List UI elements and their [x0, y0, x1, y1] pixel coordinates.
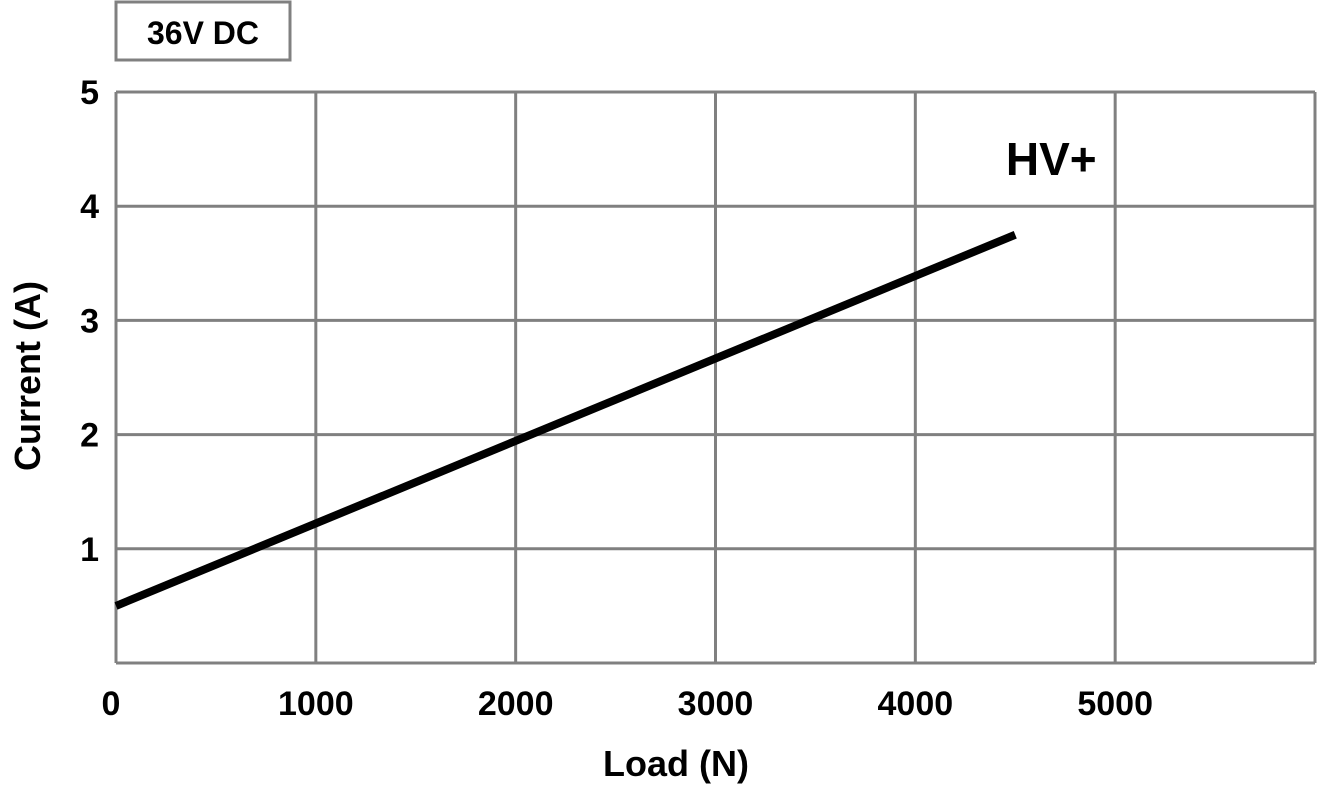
y-tick-labels: 1 2 3 4 5	[80, 74, 99, 569]
y-tick-label: 1	[80, 531, 99, 569]
y-tick-label: 4	[80, 188, 99, 226]
series-line	[114, 231, 1017, 610]
annotation-badge-box	[114, 0, 292, 62]
y-tick-label: 2	[80, 417, 99, 455]
y-tick-label: 3	[80, 302, 99, 340]
series-label: HV+	[1006, 133, 1097, 185]
y-tick-label: 5	[80, 74, 99, 112]
x-tick-label: 1000	[278, 685, 354, 723]
x-axis-title: Load (N)	[603, 743, 749, 784]
x-tick-label: 2000	[478, 685, 554, 723]
x-tick-label: 0	[102, 685, 121, 723]
grid-lines	[114, 90, 1317, 665]
series-lines: HV+	[114, 133, 1097, 610]
x-tick-labels: 0 1000 2000 3000 4000 5000	[102, 685, 1153, 723]
x-tick-label: 5000	[1077, 685, 1153, 723]
x-tick-label: 3000	[678, 685, 754, 723]
annotation-badge-text: 36V DC	[147, 15, 259, 51]
y-axis-title: Current (A)	[7, 281, 48, 471]
x-tick-label: 4000	[878, 685, 954, 723]
annotation-badge: 36V DC	[114, 0, 292, 62]
